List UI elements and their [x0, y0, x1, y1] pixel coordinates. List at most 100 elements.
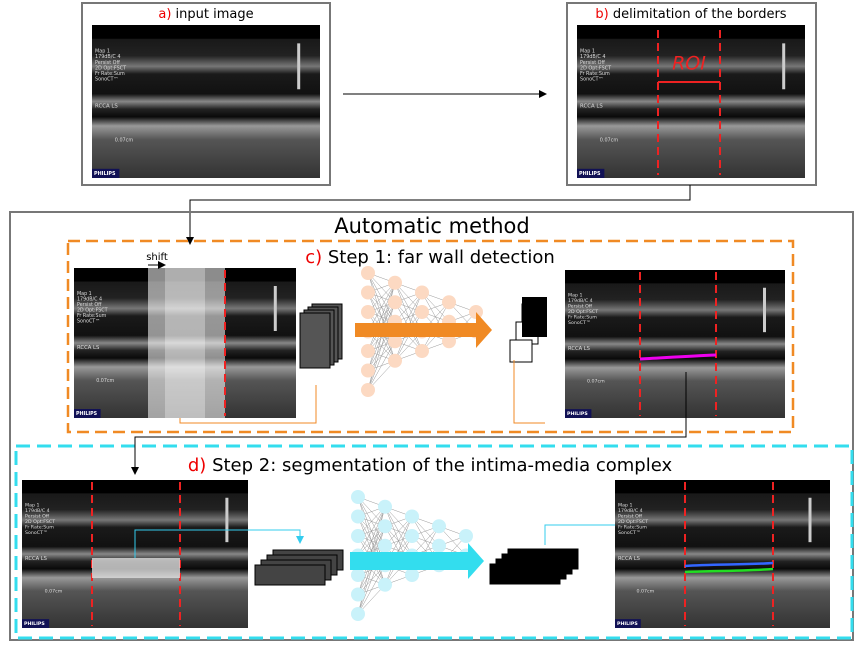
overlay-text: Map 1	[95, 49, 110, 55]
neuron	[351, 490, 365, 504]
ultrasound-image	[577, 25, 805, 178]
image-header	[22, 480, 248, 494]
overlay-text: PHILIPS	[76, 411, 98, 417]
ultrasound-image	[615, 480, 830, 628]
neuron	[378, 519, 392, 534]
overlay-text: 179dB/C 4	[568, 298, 593, 304]
scale-bar	[763, 287, 766, 333]
logo-bg	[74, 409, 101, 418]
overlay-text: 179dB/C 4	[618, 508, 643, 514]
output-black	[522, 297, 547, 337]
overlay-text: RCCA LS	[580, 104, 603, 110]
window	[92, 558, 180, 578]
overlay-text: RCCA LS	[618, 556, 640, 562]
patch-stack	[254, 564, 326, 586]
neuron	[351, 529, 365, 543]
neuron	[361, 363, 375, 378]
net-edge	[384, 516, 413, 585]
overlay-text: Persist Off	[568, 304, 593, 310]
overlay-text: 179dB/C 4	[77, 297, 102, 303]
overlay-text: 0.07cm	[587, 379, 605, 385]
link	[131, 372, 687, 475]
overlay-text: PHILIPS	[94, 171, 116, 177]
neuron	[361, 305, 375, 319]
logo-bg	[615, 619, 641, 628]
media-adventitia	[684, 567, 774, 574]
method-box	[9, 211, 854, 641]
overlay-text: 2D Opt:FSCT	[95, 65, 126, 71]
overlay-text: SonoCT™	[25, 530, 48, 536]
box-b	[566, 2, 817, 186]
overlay-text: SonoCT™	[568, 320, 591, 326]
neuron	[378, 499, 392, 514]
big-arrow	[355, 312, 492, 348]
overlay-text: RCCA LS	[25, 556, 47, 562]
overlay-text: SonoCT™	[580, 77, 603, 83]
neuron	[388, 295, 402, 310]
output-stack	[489, 563, 561, 585]
neuron	[432, 538, 446, 553]
overlay-text: Persist Off	[580, 60, 606, 66]
overlay-text: Map 1	[618, 503, 632, 509]
logo-bg	[92, 168, 120, 178]
box-a	[81, 2, 331, 186]
overlay-text: RCCA LS	[77, 345, 100, 351]
logo-bg	[577, 168, 605, 178]
overlay-text: Persist Off	[25, 514, 50, 520]
overlay-text: Map 1	[77, 291, 92, 297]
overlay-text: PHILIPS	[24, 621, 45, 627]
scale-bar	[225, 497, 229, 543]
overlay-text: PHILIPS	[617, 621, 638, 627]
image-header	[615, 480, 830, 494]
overlay-text: 179dB/C 4	[580, 54, 605, 60]
scale-bar	[297, 43, 301, 90]
overlay-text: 2D Opt:FSCT	[77, 308, 108, 314]
neuron	[442, 334, 456, 349]
scale-bar	[782, 43, 786, 90]
overlay-text: Fr Rate:Sum	[95, 71, 125, 77]
roi-label: ROI	[672, 53, 706, 75]
overlay-text: Fr Rate:Sum	[618, 524, 647, 530]
neuron	[388, 353, 402, 368]
neuron	[432, 519, 446, 534]
neuron	[459, 529, 473, 543]
neuron	[388, 334, 402, 349]
scale-bar	[808, 497, 812, 543]
neuron	[351, 607, 365, 621]
neuron	[405, 509, 419, 524]
overlay-text: Fr Rate:Sum	[568, 314, 597, 320]
neuron	[405, 529, 419, 543]
overlay-text: 0.07cm	[600, 137, 619, 143]
arrow	[186, 185, 691, 245]
logo-bg	[22, 619, 50, 628]
neuron	[361, 285, 375, 300]
overlay-text: Map 1	[580, 49, 595, 55]
overlay-text: Map 1	[568, 293, 582, 299]
image-header	[565, 270, 785, 284]
link	[134, 529, 304, 558]
net-edge	[357, 506, 386, 556]
neuron	[361, 344, 375, 358]
link	[179, 385, 317, 424]
neuron	[378, 577, 392, 592]
overlay-text: 2D Opt:FSCT	[25, 519, 55, 525]
lumen-intima	[684, 561, 774, 568]
title-c: c) Step 1: far wall detection	[305, 247, 555, 268]
net-edge	[367, 341, 396, 391]
net-edge	[357, 565, 386, 615]
net-edge	[367, 282, 396, 352]
overlay-text: 2D Opt:FSCT	[568, 309, 598, 315]
overlay-text: Persist Off	[95, 60, 121, 66]
step2-box	[14, 444, 854, 640]
overlay-text: 0.07cm	[96, 378, 114, 384]
image-header	[92, 25, 320, 39]
output-stack	[509, 339, 533, 363]
window	[148, 268, 225, 418]
overlay-text: Fr Rate:Sum	[77, 313, 107, 319]
overlay-text: SonoCT™	[77, 319, 100, 325]
patch-stack	[299, 312, 331, 369]
method-title: Automatic method	[334, 214, 529, 238]
overlay-text: Map 1	[25, 503, 39, 509]
